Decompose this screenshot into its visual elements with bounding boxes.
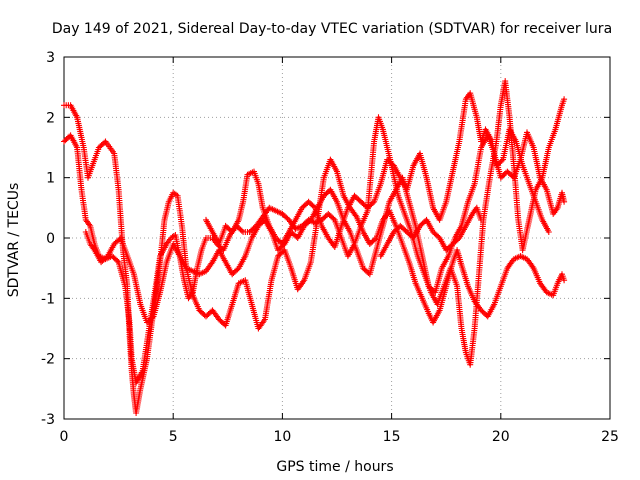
y-tick-label: -1 xyxy=(41,291,55,307)
x-tick-label: 15 xyxy=(383,429,401,445)
y-tick-label: -2 xyxy=(41,352,55,368)
x-tick-label: 5 xyxy=(169,429,178,445)
y-tick-label: 0 xyxy=(46,231,55,247)
data-point-fill xyxy=(238,227,245,234)
x-tick-label: 20 xyxy=(492,429,510,445)
y-tick-label: -3 xyxy=(41,412,55,428)
data-point xyxy=(561,198,568,205)
data-point xyxy=(561,96,568,103)
data-point xyxy=(561,277,568,284)
y-tick-label: 2 xyxy=(46,110,55,126)
data-point xyxy=(478,216,485,223)
y-tick-label: 1 xyxy=(46,171,55,187)
data-point-fill xyxy=(498,157,505,164)
data-point-fill xyxy=(369,200,376,206)
y-axis-label: SDTVAR / TECUs xyxy=(6,183,22,298)
data-point-fill xyxy=(310,203,317,210)
x-axis-label: GPS time / hours xyxy=(276,459,393,475)
x-tick-label: 0 xyxy=(60,429,69,445)
x-tick-label: 10 xyxy=(273,429,291,445)
data-point-fill xyxy=(149,314,156,321)
data-point-fill xyxy=(114,257,121,264)
data-point xyxy=(545,229,552,235)
y-tick-label: 3 xyxy=(46,50,55,66)
x-tick-label: 25 xyxy=(601,429,619,445)
data-point-fill xyxy=(330,215,337,222)
data-point-fill xyxy=(372,236,378,243)
data-points xyxy=(61,78,568,416)
chart-title: Day 149 of 2021, Sidereal Day-to-day VTE… xyxy=(52,21,612,37)
axis-ticks: 0 5 10 15 20 25 -3 -2 -1 0 1 2 3 xyxy=(41,50,619,445)
